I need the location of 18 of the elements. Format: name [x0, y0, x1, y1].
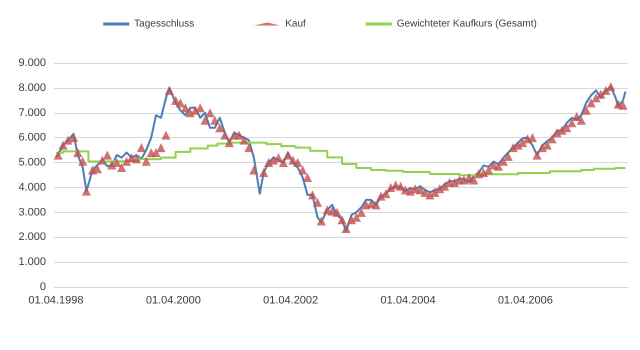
y-tick-label: 3.000 [18, 206, 46, 218]
x-tick-label: 01.04.2006 [498, 294, 553, 306]
x-tick-label: 01.04.2002 [263, 294, 318, 306]
y-tick-label: 0 [40, 281, 46, 293]
y-tick-label: 8.000 [18, 82, 46, 94]
y-tick-label: 5.000 [18, 156, 46, 169]
y-tick-label: 7.000 [18, 106, 46, 119]
x-tick-label: 01.04.2000 [146, 294, 201, 306]
legend-label: Tagesschluss [134, 18, 194, 30]
y-tick-label: 4.000 [18, 181, 46, 194]
x-tick-label: 01.04.2004 [380, 294, 436, 306]
y-tick-label: 9.000 [18, 57, 46, 69]
y-tick-label: 1.000 [18, 256, 46, 268]
legend-label: Kauf [285, 18, 306, 30]
x-tick-label: 01.04.1998 [28, 294, 84, 306]
y-tick-label: 6.000 [18, 132, 46, 144]
legend-label: Gewichteter Kaufkurs (Gesamt) [396, 18, 537, 30]
y-tick-label: 2.000 [18, 231, 46, 244]
